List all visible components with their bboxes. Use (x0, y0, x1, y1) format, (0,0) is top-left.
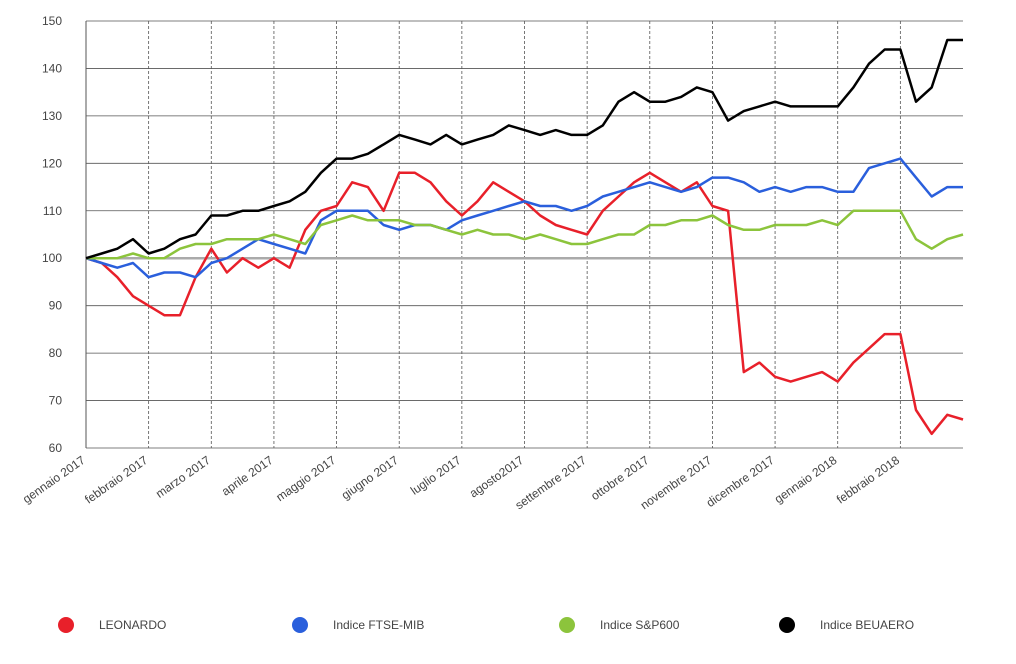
series-line (85, 157, 963, 279)
y-tick-label: 80 (49, 346, 63, 360)
x-tick-label: febbraio 2017 (82, 453, 150, 507)
y-tick-label: 70 (49, 394, 63, 408)
x-tick-label: febbraio 2018 (834, 453, 902, 507)
legend-label: Indice BEUAERO (820, 618, 914, 632)
y-tick-label: 130 (42, 109, 62, 123)
x-tick-label: giugno 2017 (339, 453, 401, 503)
x-tick-label: aprile 2017 (219, 453, 276, 499)
x-tick-label: maggio 2017 (273, 453, 338, 504)
x-tick-label: agosto2017 (467, 453, 527, 501)
x-tick-label: gennaio 2018 (772, 453, 840, 506)
y-tick-label: 110 (43, 204, 62, 218)
x-tick-label: ottobre 2017 (588, 453, 651, 503)
x-tick-label: dicembre 2017 (704, 453, 777, 510)
y-tick-label: 100 (42, 251, 62, 265)
y-tick-label: 120 (42, 156, 62, 170)
legend-label: Indice FTSE-MIB (333, 618, 424, 632)
y-tick-label: 150 (42, 14, 62, 28)
x-tick-label: gennaio 2017 (20, 453, 88, 506)
y-tick-label: 140 (42, 61, 62, 75)
series-line (86, 209, 964, 260)
x-tick-label: marzo 2017 (153, 453, 213, 501)
legend-marker (779, 617, 795, 633)
y-tick-label: 60 (49, 441, 63, 455)
legend-marker (559, 617, 575, 633)
legend-label: Indice S&P600 (600, 618, 680, 632)
legend-marker (58, 617, 74, 633)
x-tick-label: luglio 2017 (408, 453, 464, 498)
legend-marker (292, 617, 308, 633)
y-tick-label: 90 (49, 299, 63, 313)
series-line (85, 38, 963, 260)
legend-label: LEONARDO (99, 618, 166, 632)
